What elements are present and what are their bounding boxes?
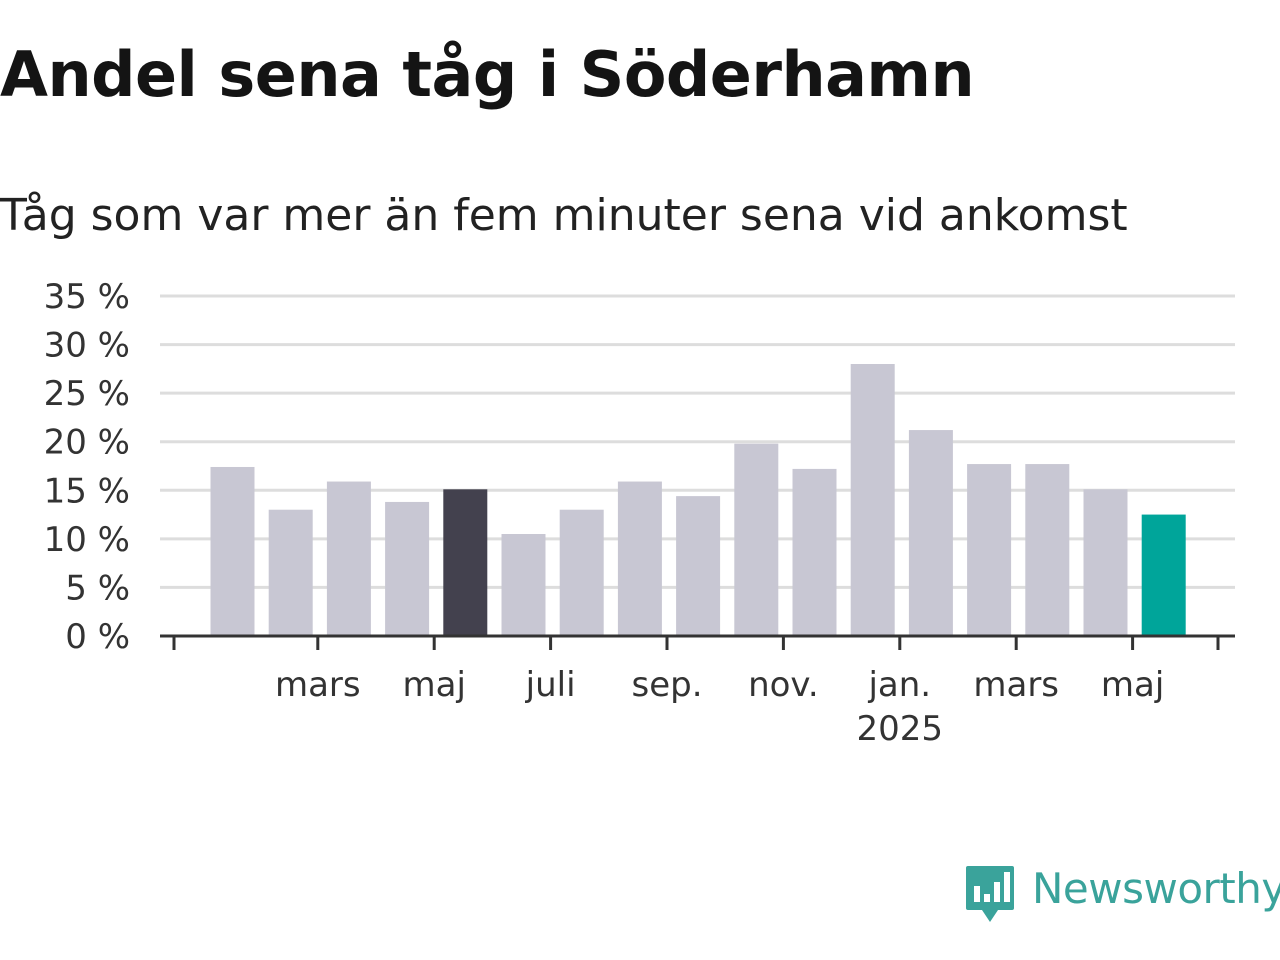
bar xyxy=(1141,514,1186,636)
x-tick-label: sep. xyxy=(631,665,702,705)
x-axis-tick-labels: mars maj juli sep. nov. jan.2025 mars maj xyxy=(275,665,1164,749)
x-tick-label: mars xyxy=(275,665,361,705)
bar xyxy=(443,489,488,636)
y-axis-tick-labels: 0 % 5 % 10 % 15 % 20 % 25 % 30 % 35 % xyxy=(44,277,130,657)
bar xyxy=(1083,489,1128,636)
bar xyxy=(1025,464,1070,636)
chart-title: Andel sena tåg i Söderhamn xyxy=(0,38,975,111)
newsworthy-logo: Newsworthy xyxy=(964,864,1280,926)
bar xyxy=(268,509,313,636)
y-tick-label: 20 % xyxy=(44,423,130,463)
bar-chart-speech-bubble-icon xyxy=(966,866,1014,922)
x-tick-label: maj xyxy=(1101,665,1164,705)
x-tick-label: juli xyxy=(525,665,576,705)
bar xyxy=(792,468,837,636)
x-tick-label: mars xyxy=(973,665,1059,705)
bars xyxy=(210,364,1186,636)
x-tick-year-label: 2025 xyxy=(857,709,944,749)
y-tick-label: 25 % xyxy=(44,374,130,414)
bar xyxy=(501,534,546,636)
y-tick-label: 35 % xyxy=(44,277,130,317)
x-tick-label: nov. xyxy=(748,665,819,705)
bar xyxy=(385,501,430,636)
x-tick-label: jan. xyxy=(867,665,931,705)
y-tick-label: 30 % xyxy=(44,326,130,366)
bar xyxy=(559,509,604,636)
y-tick-label: 0 % xyxy=(65,617,130,657)
bar xyxy=(676,496,721,636)
bar xyxy=(326,481,371,636)
bar xyxy=(850,364,895,636)
bar xyxy=(908,430,953,636)
brand-name: Newsworthy xyxy=(1032,863,1280,913)
y-tick-label: 10 % xyxy=(44,520,130,560)
y-tick-label: 5 % xyxy=(65,568,130,608)
bar xyxy=(617,481,662,636)
bar xyxy=(734,443,779,636)
bar xyxy=(210,466,255,636)
x-tick-label: maj xyxy=(402,665,465,705)
x-axis xyxy=(160,634,1235,650)
chart-subtitle: Tåg som var mer än fem minuter sena vid … xyxy=(0,190,1128,241)
bar xyxy=(967,464,1012,636)
y-tick-label: 15 % xyxy=(44,471,130,511)
